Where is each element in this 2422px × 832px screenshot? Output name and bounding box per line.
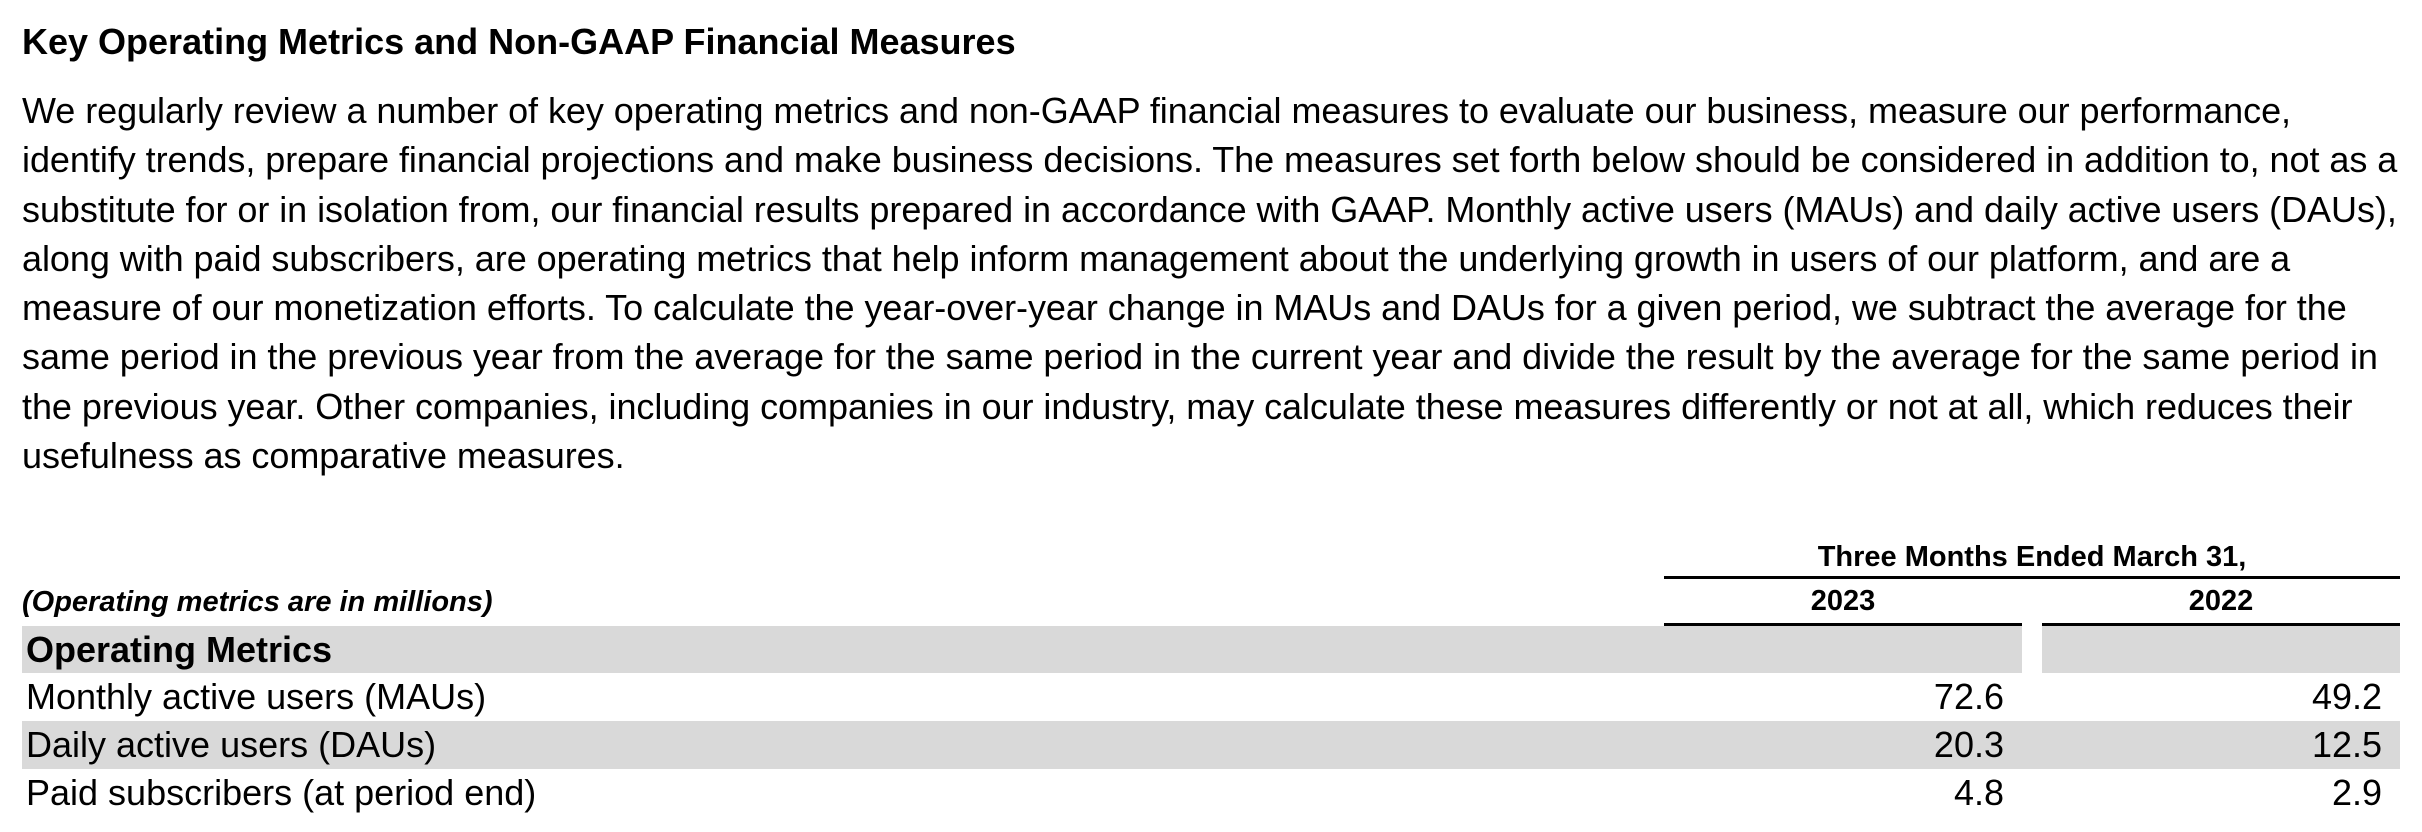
row-value-2022: 12.5 bbox=[2042, 721, 2401, 769]
unit-note: (Operating metrics are in millions) bbox=[22, 586, 493, 618]
period-header-spacer bbox=[22, 530, 1664, 579]
row-gap bbox=[2022, 673, 2042, 721]
row-label: Monthly active users (MAUs) bbox=[26, 676, 487, 717]
operating-metrics-table: Three Months Ended March 31, (Operating … bbox=[22, 530, 2401, 817]
row-value-2022: 49.2 bbox=[2311, 676, 2383, 717]
period-header: Three Months Ended March 31, bbox=[1664, 530, 2401, 579]
table-row: Paid subscribers (at period end) 4.8 2.9 bbox=[22, 769, 2400, 817]
row-gap bbox=[2022, 721, 2042, 769]
intro-paragraph: We regularly review a number of key oper… bbox=[22, 90, 2398, 477]
row-label: Paid subscribers (at period end) bbox=[26, 772, 537, 813]
year-header-row: (Operating metrics are in millions) 2023… bbox=[22, 579, 2401, 626]
document-section: Key Operating Metrics and Non-GAAP Finan… bbox=[22, 20, 2400, 480]
year-header-2022: 2022 bbox=[2042, 579, 2401, 626]
table-row: Daily active users (DAUs) 20.3 12.5 bbox=[22, 721, 2401, 769]
period-header-row: Three Months Ended March 31, bbox=[22, 530, 2401, 579]
year-header-gap bbox=[2022, 579, 2042, 626]
group-cell-gap bbox=[2022, 626, 2042, 673]
year-header-2023: 2023 bbox=[1664, 579, 2022, 626]
group-label: Operating Metrics bbox=[22, 626, 1664, 673]
group-row: Operating Metrics bbox=[22, 626, 2401, 673]
row-value-2023: 4.8 bbox=[1953, 772, 2004, 813]
group-cell-2023 bbox=[1664, 626, 2022, 673]
row-gap bbox=[2022, 769, 2042, 817]
row-value-2023: 72.6 bbox=[1933, 676, 2004, 717]
row-value-2023: 20.3 bbox=[1664, 721, 2022, 769]
row-label: Daily active users (DAUs) bbox=[22, 721, 1664, 769]
section-heading: Key Operating Metrics and Non-GAAP Finan… bbox=[22, 21, 1016, 62]
group-cell-2022 bbox=[2042, 626, 2401, 673]
row-value-2022: 2.9 bbox=[2331, 772, 2383, 813]
table-row: Monthly active users (MAUs) 72.6 49.2 bbox=[22, 673, 2400, 721]
